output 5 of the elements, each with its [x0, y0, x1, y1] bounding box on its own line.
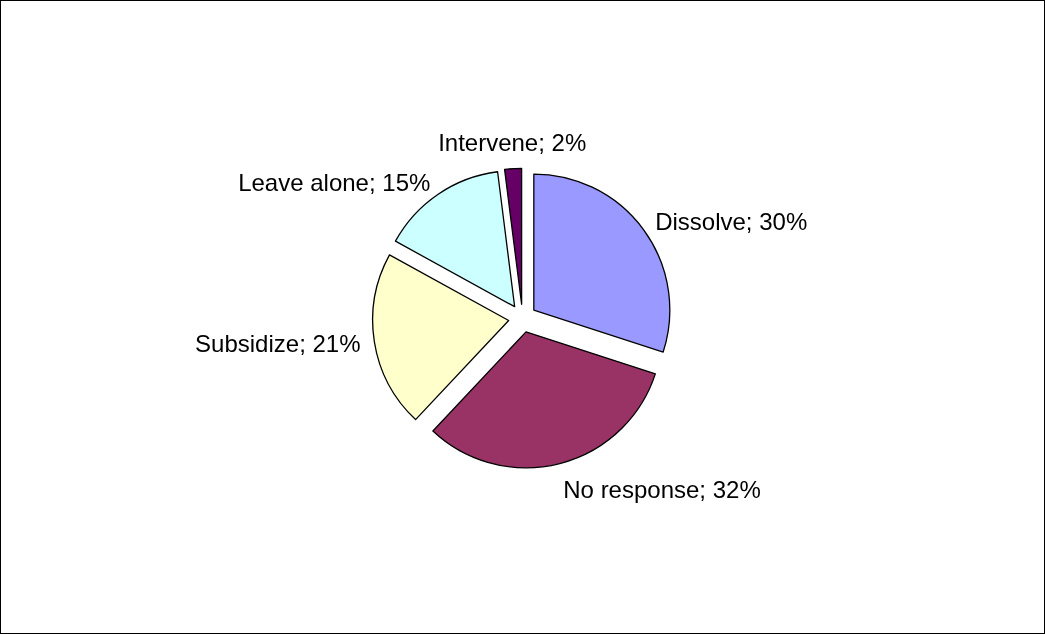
slice-label: Intervene; 2% [438, 129, 587, 157]
slice-label: Dissolve; 30% [655, 208, 808, 236]
slice-label: No response; 32% [563, 475, 761, 503]
slice-label: Subsidize; 21% [195, 330, 361, 358]
slice-label: Leave alone; 15% [238, 169, 431, 197]
